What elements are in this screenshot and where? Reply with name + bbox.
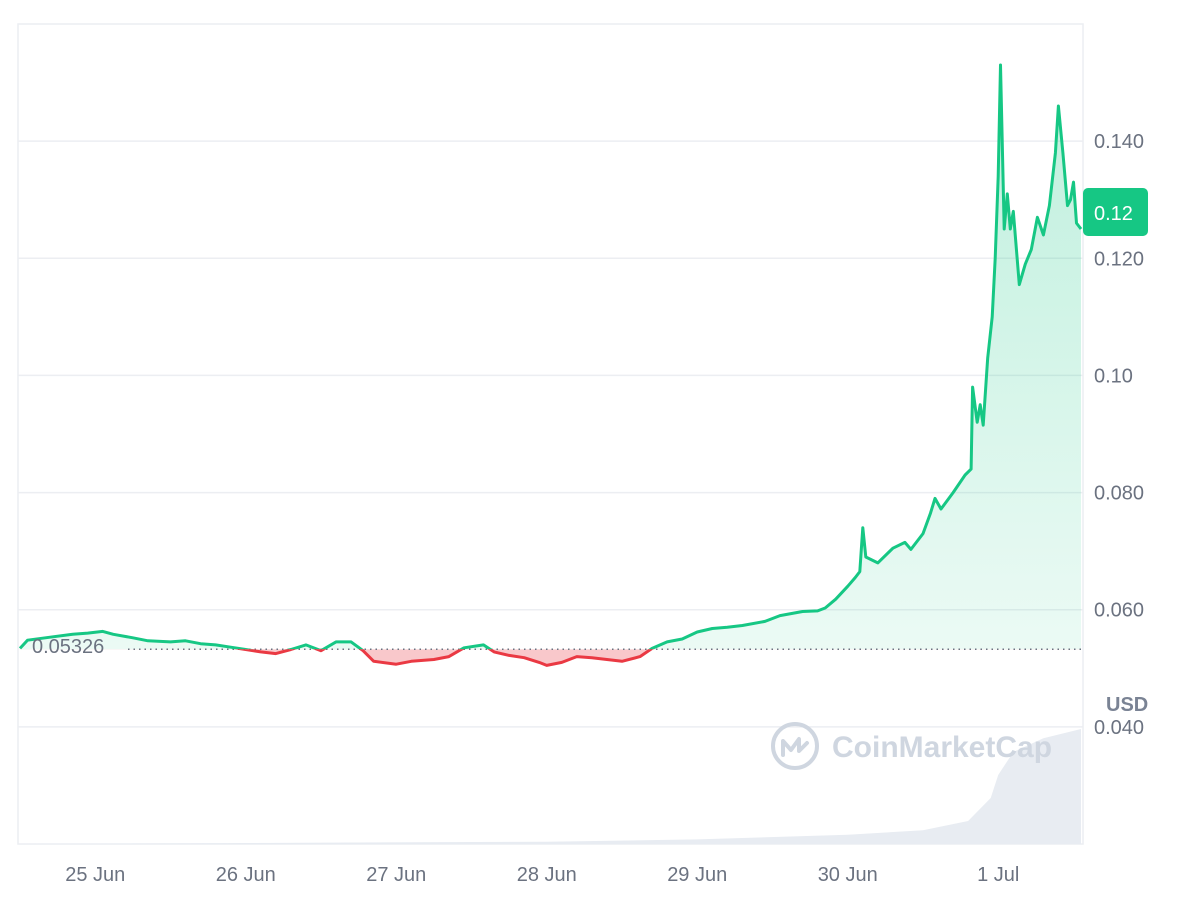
x-tick-label: 1 Jul bbox=[977, 864, 1019, 886]
current-price-badge: 0.12 bbox=[1083, 188, 1148, 236]
y-tick-label: 0.140 bbox=[1094, 131, 1144, 153]
watermark-text: CoinMarketCap bbox=[832, 731, 1052, 764]
volume-area bbox=[20, 729, 1081, 844]
y-tick-label: 0.060 bbox=[1094, 600, 1144, 622]
x-tick-label: 25 Jun bbox=[65, 864, 125, 886]
x-tick-label: 27 Jun bbox=[366, 864, 426, 886]
price-fill-up bbox=[20, 65, 1081, 650]
volume-shape bbox=[20, 729, 1081, 844]
watermark: CoinMarketCap bbox=[771, 722, 1052, 770]
grid-lines bbox=[18, 140, 1083, 728]
unit-label: USD bbox=[1106, 694, 1148, 716]
price-line-up bbox=[18, 63, 1083, 650]
y-tick-label: 0.120 bbox=[1094, 248, 1144, 270]
y-tick-label: 0.040 bbox=[1094, 717, 1144, 739]
y-tick-label: 0.080 bbox=[1094, 483, 1144, 505]
price-line-down bbox=[20, 649, 655, 667]
plot-frame bbox=[17, 23, 1084, 845]
x-axis-ticks: 25 Jun 26 Jun 27 Jun 28 Jun 29 Jun 30 Jun 1 Ju… bbox=[65, 864, 1019, 886]
y-axis-ticks: 0.140 0.120 0.10 0.080 0.060 0.040 bbox=[1094, 131, 1144, 739]
current-price-badge-text: 0.12 bbox=[1094, 203, 1133, 225]
x-tick-label: 30 Jun bbox=[818, 864, 878, 886]
price-line bbox=[18, 63, 1083, 667]
coinmarketcap-logo-icon bbox=[771, 722, 819, 770]
x-tick-label: 26 Jun bbox=[216, 864, 276, 886]
x-tick-label: 29 Jun bbox=[667, 864, 727, 886]
current-price-badge-bg bbox=[1083, 188, 1148, 236]
price-fill bbox=[20, 65, 1081, 666]
x-tick-label: 28 Jun bbox=[517, 864, 577, 886]
y-tick-label: 0.10 bbox=[1094, 365, 1133, 387]
reference-price-label: 0.05326 bbox=[32, 636, 104, 658]
price-fill-down bbox=[243, 649, 651, 666]
